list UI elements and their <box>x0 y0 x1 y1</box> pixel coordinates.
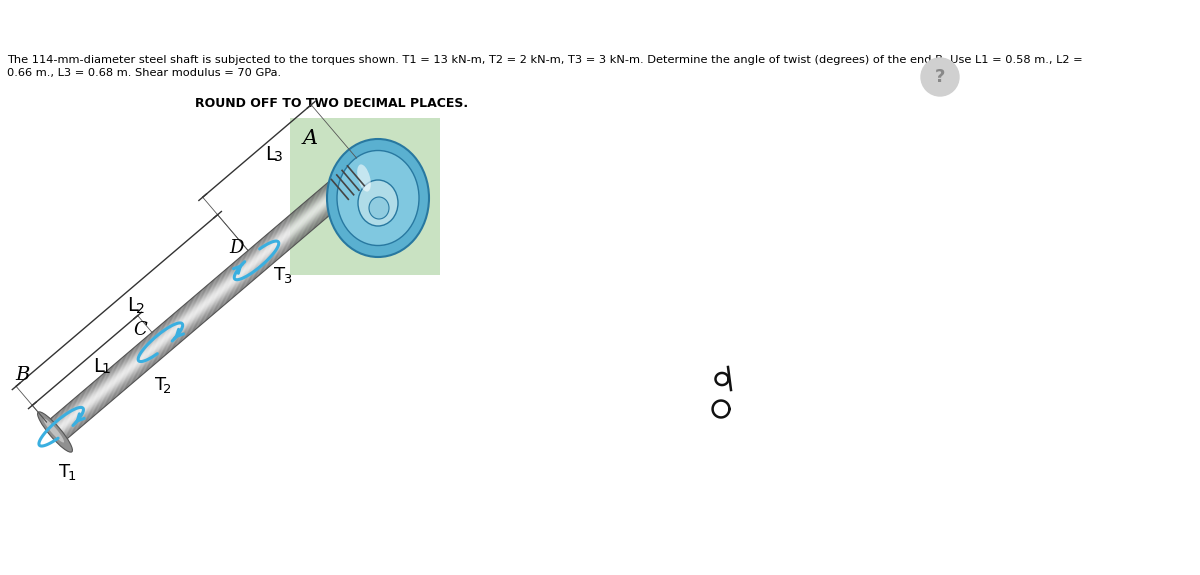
Text: 1: 1 <box>67 470 76 483</box>
Polygon shape <box>56 170 367 435</box>
Text: A: A <box>302 128 318 148</box>
Text: ?: ? <box>935 68 946 86</box>
Polygon shape <box>49 162 360 426</box>
Polygon shape <box>48 160 359 425</box>
Text: 0.66 m., L3 = 0.68 m. Shear modulus = 70 GPa.: 0.66 m., L3 = 0.68 m. Shear modulus = 70… <box>7 68 281 78</box>
Polygon shape <box>52 163 361 428</box>
Polygon shape <box>50 163 361 427</box>
Text: The 114-mm-diameter steel shaft is subjected to the torques shown. T1 = 13 kN-m,: The 114-mm-diameter steel shaft is subje… <box>7 55 1082 65</box>
Text: T: T <box>156 376 167 394</box>
Polygon shape <box>59 172 368 436</box>
Polygon shape <box>61 176 372 440</box>
Text: T: T <box>275 266 286 285</box>
Ellipse shape <box>358 164 371 191</box>
Polygon shape <box>290 118 440 275</box>
Polygon shape <box>47 159 358 423</box>
Polygon shape <box>61 175 372 440</box>
Polygon shape <box>53 166 364 431</box>
Ellipse shape <box>370 197 389 219</box>
Ellipse shape <box>337 151 419 246</box>
Text: 3: 3 <box>282 273 290 286</box>
Polygon shape <box>54 167 365 431</box>
Ellipse shape <box>358 180 398 226</box>
Polygon shape <box>53 166 364 430</box>
Text: 2: 2 <box>136 301 144 316</box>
Polygon shape <box>58 171 368 435</box>
Ellipse shape <box>326 139 430 257</box>
Polygon shape <box>47 158 358 423</box>
Polygon shape <box>56 169 367 434</box>
Polygon shape <box>52 164 362 430</box>
Polygon shape <box>52 164 362 429</box>
Text: 3: 3 <box>274 150 282 164</box>
Text: L: L <box>127 296 138 315</box>
Text: D: D <box>229 239 244 258</box>
Polygon shape <box>61 175 371 439</box>
Circle shape <box>922 58 959 96</box>
Text: L: L <box>265 144 276 163</box>
Text: C: C <box>133 321 148 339</box>
Text: B: B <box>14 366 29 384</box>
Text: 2: 2 <box>163 384 172 396</box>
Text: 1: 1 <box>102 362 110 377</box>
Polygon shape <box>62 177 373 442</box>
Polygon shape <box>60 174 371 439</box>
Polygon shape <box>58 171 368 436</box>
Polygon shape <box>49 161 359 426</box>
Ellipse shape <box>37 412 72 452</box>
Polygon shape <box>54 167 365 432</box>
Ellipse shape <box>43 419 64 443</box>
Polygon shape <box>55 168 366 434</box>
Polygon shape <box>50 162 360 427</box>
Polygon shape <box>59 172 370 437</box>
Polygon shape <box>60 173 370 438</box>
Polygon shape <box>48 159 359 424</box>
Polygon shape <box>62 177 373 441</box>
Polygon shape <box>55 168 366 432</box>
Text: L: L <box>94 357 104 376</box>
Text: ROUND OFF TO TWO DECIMAL PLACES.: ROUND OFF TO TWO DECIMAL PLACES. <box>196 97 468 110</box>
Text: T: T <box>59 463 71 481</box>
